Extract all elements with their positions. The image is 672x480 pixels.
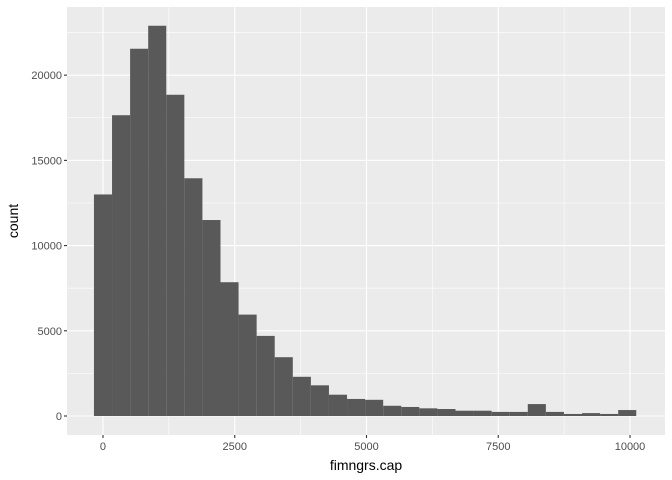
y-tick-label: 0 [56,411,62,423]
histogram-bar [93,194,113,416]
y-tick-label: 20000 [31,70,62,82]
histogram-bar [274,357,293,416]
histogram-bar [310,385,329,416]
histogram-bar [148,25,167,416]
histogram-bar [347,398,366,416]
histogram-bar [166,94,185,416]
histogram-bar [130,48,149,416]
histogram-bar [618,410,637,416]
histogram-bar [383,405,402,416]
y-tick-label: 10000 [31,241,62,253]
histogram-bar [328,394,348,416]
histogram-bar [455,410,474,416]
x-tick-label: 5000 [354,441,378,453]
histogram-bar [256,335,275,416]
histogram-bar [401,406,420,416]
y-axis-title: count [5,204,21,238]
histogram-bar [563,413,583,416]
histogram-bar [582,413,601,416]
histogram-bar [184,178,203,416]
histogram-bar [545,411,564,416]
x-axis-title: fimngrs.cap [330,457,403,473]
axes: 0 2500 5000 7500 10000 0 5000 10000 15000 20000 [31,70,645,453]
histogram-bar [238,314,257,416]
histogram-bar [365,399,384,416]
histogram-bar [491,411,510,416]
x-tick-label: 2500 [223,441,247,453]
y-tick-label: 15000 [31,155,62,167]
histogram-bar [437,409,456,416]
histogram-bar [600,413,619,416]
x-tick-label: 0 [100,441,106,453]
histogram-bar [527,404,546,416]
histogram-bar [202,220,221,416]
y-tick-label: 5000 [38,326,62,338]
histogram-bar [509,411,528,416]
histogram-bar [473,410,492,416]
x-tick-label: 7500 [486,441,510,453]
histogram-bar [292,376,311,416]
x-tick-label: 10000 [615,441,646,453]
histogram-bar [112,115,131,416]
histogram-bar [220,282,239,416]
bars [93,25,637,416]
histogram-bar [419,408,438,416]
